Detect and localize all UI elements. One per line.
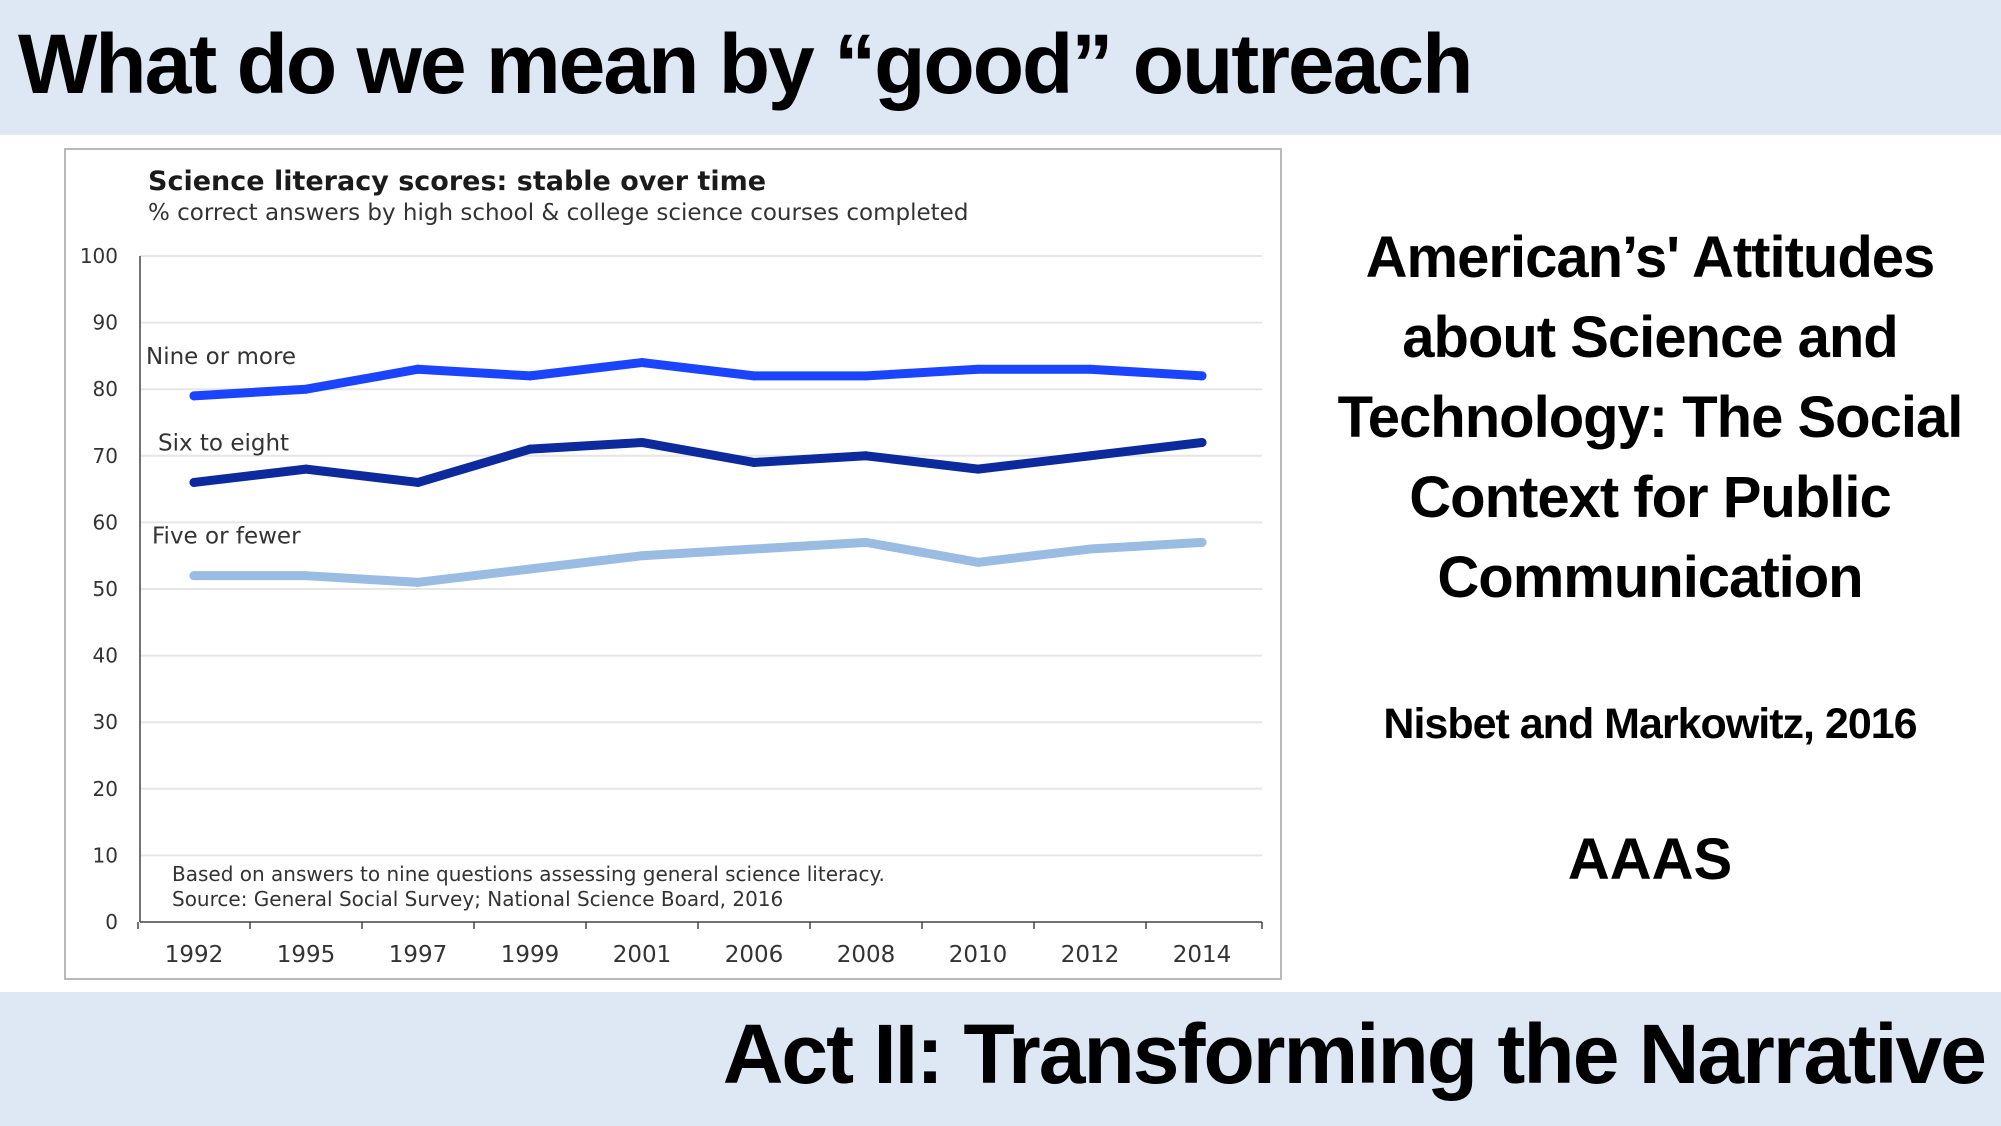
y-tick-label: 70 [93, 444, 118, 468]
data-point [861, 451, 871, 461]
data-point [189, 391, 199, 401]
chart-note: Based on answers to nine questions asses… [172, 862, 885, 912]
data-point [861, 537, 871, 547]
title-band [0, 0, 2001, 135]
x-tick-label: 1995 [277, 942, 336, 968]
y-tick-label: 90 [93, 311, 118, 335]
y-tick-label: 40 [93, 644, 118, 668]
series-label: Six to eight [158, 430, 289, 456]
data-point [301, 571, 311, 581]
y-tick-label: 30 [93, 710, 118, 734]
data-point [525, 371, 535, 381]
chart-note-line: Based on answers to nine questions asses… [172, 862, 885, 886]
x-tick-label: 2008 [837, 942, 896, 968]
data-point [1085, 364, 1095, 374]
data-point [301, 384, 311, 394]
data-point [525, 564, 535, 574]
data-point [861, 371, 871, 381]
data-point [1197, 537, 1207, 547]
data-point [1197, 437, 1207, 447]
reference-title: American’s' Attitudes about Science and … [1337, 225, 1964, 610]
y-tick-label: 60 [93, 510, 118, 534]
y-tick-label: 0 [105, 910, 118, 934]
data-point [525, 444, 535, 454]
y-tick-label: 10 [93, 843, 118, 867]
x-tick-label: 2014 [1173, 942, 1232, 968]
data-point [189, 477, 199, 487]
reference-authors: Nisbet and Markowitz, 2016 [1383, 700, 1917, 748]
data-point [973, 364, 983, 374]
chart-subtitle: % correct answers by high school & colle… [148, 200, 969, 226]
line-chart: 0 10 20 30 40 50 60 70 80 90 100 1992 1995 1997 1999 20… [80, 244, 1263, 968]
data-point [413, 364, 423, 374]
series-label: Five or fewer [152, 524, 301, 550]
x-tick-label: 1992 [165, 942, 224, 968]
x-tick-label: 2012 [1061, 942, 1120, 968]
data-point [413, 577, 423, 587]
data-point [1197, 371, 1207, 381]
data-point [749, 457, 759, 467]
slide-title: What do we mean by “good” outreach [18, 17, 1473, 111]
series-line-2 [189, 437, 1207, 487]
data-point [413, 477, 423, 487]
data-point [973, 557, 983, 567]
data-point [637, 551, 647, 561]
x-tick-label: 2006 [725, 942, 784, 968]
chart-panel: Science literacy scores: stable over tim… [64, 148, 1282, 980]
data-point [637, 358, 647, 368]
footer-band [0, 992, 2001, 1126]
act-title: Act II: Transforming the Narrative [722, 1007, 1987, 1101]
y-tick-label: 50 [93, 577, 118, 601]
x-tick-label: 2001 [613, 942, 672, 968]
data-point [973, 464, 983, 474]
data-point [301, 464, 311, 474]
data-point [749, 544, 759, 554]
y-tick-label: 80 [93, 377, 118, 401]
series-line-1 [189, 358, 1207, 401]
data-point [749, 371, 759, 381]
chart-source-line: Source: General Social Survey; National … [172, 887, 784, 911]
reference-publisher: AAAS [1567, 827, 1733, 892]
chart-title: Science literacy scores: stable over tim… [148, 166, 767, 197]
data-point [189, 571, 199, 581]
y-tick-label: 100 [80, 244, 118, 268]
x-tick-label: 1999 [501, 942, 560, 968]
series-label: Nine or more [146, 344, 296, 370]
x-tick-label: 1997 [389, 942, 448, 968]
data-point [1085, 544, 1095, 554]
series-line-3 [189, 537, 1207, 587]
data-point [637, 437, 647, 447]
y-tick-label: 20 [93, 777, 118, 801]
data-point [1085, 451, 1095, 461]
x-tick-label: 2010 [949, 942, 1008, 968]
